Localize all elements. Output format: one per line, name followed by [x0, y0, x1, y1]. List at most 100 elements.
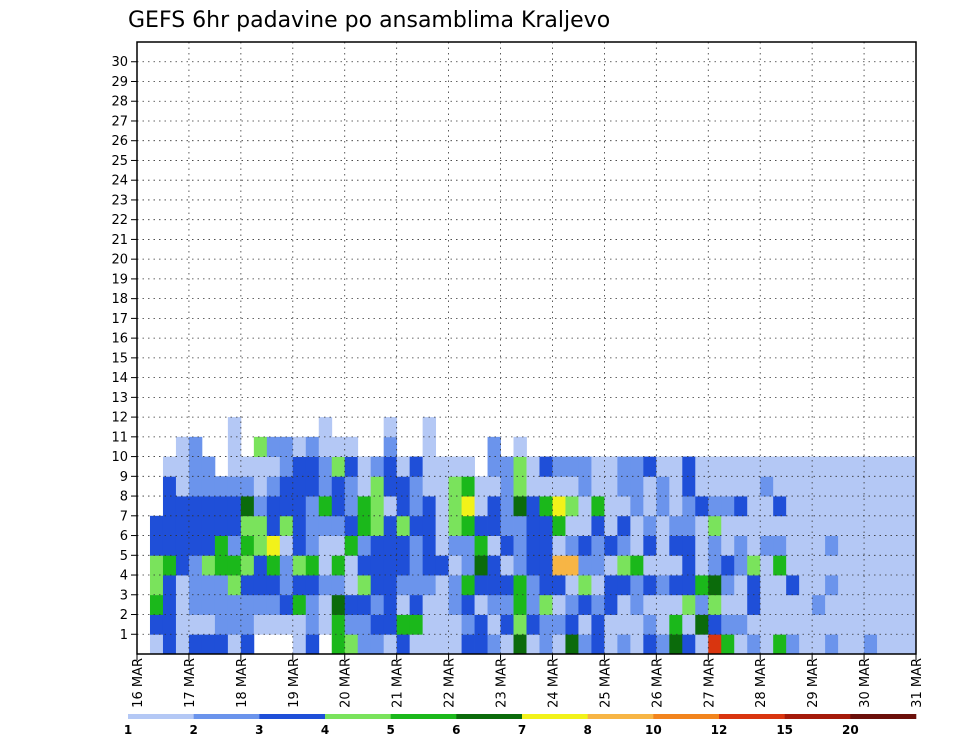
heat-cell — [396, 456, 411, 477]
heat-cell — [175, 535, 190, 556]
heat-cell — [565, 515, 579, 536]
heat-cell — [149, 555, 164, 576]
heat-cell — [305, 594, 320, 615]
heat-cell — [851, 515, 865, 536]
heat-cell — [786, 614, 800, 635]
heat-cell — [383, 417, 398, 438]
heat-cell — [656, 555, 670, 576]
heat-cell — [305, 436, 320, 457]
heat-cell — [773, 634, 787, 655]
heat-cell — [630, 555, 644, 576]
heat-cell — [539, 535, 553, 556]
heat-cell — [877, 496, 891, 517]
heat-cell — [357, 614, 372, 635]
heat-cell — [695, 456, 709, 477]
y-tick-label: 25 — [111, 154, 128, 169]
heat-cell — [591, 634, 605, 655]
heat-cell — [422, 417, 437, 438]
heat-cell — [474, 515, 488, 536]
heat-cell — [253, 496, 268, 517]
heat-cell — [903, 456, 917, 477]
heat-cell — [357, 496, 372, 517]
heat-cell — [435, 456, 449, 477]
heat-cell — [721, 614, 735, 635]
heat-cell — [890, 555, 904, 576]
heat-cell — [838, 535, 852, 556]
heat-cell — [162, 535, 177, 556]
heat-cell — [799, 575, 813, 596]
heat-cell — [396, 555, 411, 576]
y-axis: 1234567891011121314151617181920212223242… — [111, 55, 137, 643]
heat-cell — [487, 456, 501, 477]
heat-cell — [331, 575, 346, 596]
heat-cell — [344, 535, 359, 556]
heat-cell — [513, 594, 527, 615]
x-axis: 16 MAR 17 MAR 18 MAR 19 MAR 20 MAR 21 MAR 22 M… — [131, 654, 925, 708]
heat-cell — [721, 555, 735, 576]
heat-cell — [318, 456, 333, 477]
y-tick-label: 14 — [111, 371, 128, 386]
heat-cell — [487, 476, 501, 497]
heat-cell — [760, 575, 774, 596]
heat-cell — [435, 496, 449, 517]
heat-cell — [227, 594, 242, 615]
heat-cell — [669, 594, 683, 615]
heat-cell — [188, 436, 203, 457]
heat-cell — [396, 535, 411, 556]
heat-cell — [461, 634, 475, 655]
heat-cell — [474, 555, 488, 576]
heat-cell — [292, 456, 307, 477]
colorbar-swatch — [522, 714, 588, 719]
heat-cell — [201, 496, 216, 517]
heat-cell — [292, 496, 307, 517]
heat-cell — [760, 535, 774, 556]
heat-cell — [370, 634, 385, 655]
heat-cell — [825, 614, 839, 635]
heat-cell — [292, 436, 307, 457]
heat-cell — [266, 496, 281, 517]
heat-cell — [552, 614, 566, 635]
heat-cell — [162, 476, 177, 497]
heat-cell — [799, 594, 813, 615]
heat-cell — [240, 614, 255, 635]
heat-cell — [695, 535, 709, 556]
y-tick-label: 19 — [111, 272, 128, 287]
heat-cell — [721, 594, 735, 615]
heat-cell — [682, 476, 696, 497]
heat-cell — [357, 634, 372, 655]
heat-cell — [396, 634, 411, 655]
y-tick-label: 29 — [111, 75, 128, 90]
heat-cell — [279, 614, 294, 635]
heat-cell — [188, 476, 203, 497]
heat-cell — [812, 496, 826, 517]
heat-cell — [760, 456, 774, 477]
heat-cell — [786, 535, 800, 556]
colorbar-label: 4 — [321, 723, 329, 737]
x-tick-label: 27 MAR — [702, 658, 717, 708]
heat-cell — [903, 575, 917, 596]
heat-cell — [383, 436, 398, 457]
heat-cell — [630, 515, 644, 536]
heat-cell — [799, 515, 813, 536]
heat-cell — [604, 575, 618, 596]
heat-cell — [825, 496, 839, 517]
heat-cell — [877, 634, 891, 655]
heat-cell — [422, 436, 437, 457]
heat-cell — [279, 515, 294, 536]
heat-cell — [643, 496, 657, 517]
heat-cell — [396, 614, 411, 635]
heat-cell — [500, 535, 514, 556]
heat-cell — [409, 476, 424, 497]
heat-cell — [708, 515, 722, 536]
heat-cell — [409, 634, 424, 655]
heat-cell — [617, 575, 631, 596]
heat-cell — [578, 594, 592, 615]
heat-cell — [604, 634, 618, 655]
y-tick-label: 7 — [120, 509, 128, 524]
heat-cell — [487, 436, 501, 457]
heat-cell — [175, 515, 190, 536]
colorbar: 1 2 3 4 5 6 7 8 10 12 15 20 — [124, 714, 917, 737]
heat-cell — [578, 476, 592, 497]
heat-cell — [227, 456, 242, 477]
colorbar-label: 12 — [711, 723, 728, 737]
